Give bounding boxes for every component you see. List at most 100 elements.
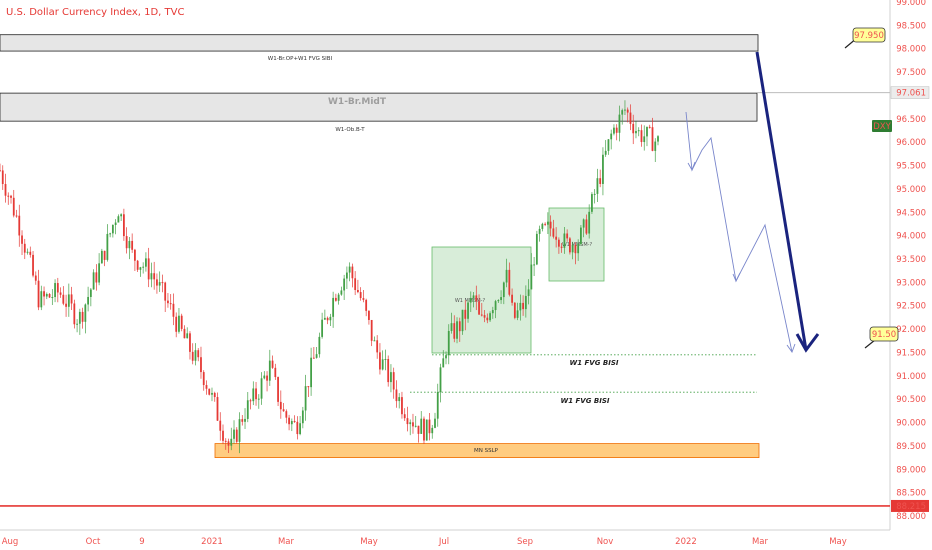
x-tick-label: Aug [2,537,19,547]
candle-body [219,420,222,431]
candle-body [274,367,277,378]
x-tick-label: Jul [438,537,449,547]
candle-body [178,315,180,332]
candle-body [213,392,216,398]
candle-body [541,223,544,229]
candle-body [403,414,406,419]
candle-body [310,357,313,388]
candle-body [555,236,558,240]
candle-body [392,372,395,390]
candle-body [266,375,268,381]
candle-body [312,357,315,359]
mmsm-box-2-label: W1 MMSM-? [562,242,593,248]
candle-body [491,310,494,314]
candle-body [354,278,357,291]
candle-body [524,295,527,310]
y-tick-label: 89.500 [896,442,926,452]
candle-body [602,154,604,184]
candle-body [434,418,436,428]
zone-3 [214,443,760,458]
y-tick-label: 89.000 [896,465,926,475]
candle-body [588,211,591,234]
candle-body [131,240,134,250]
candle-body [282,409,285,412]
candle-body [43,291,45,297]
y-tick-label: 95.500 [896,162,926,172]
candle-body [73,303,76,325]
candle-body [651,127,654,151]
candle-body [249,400,252,402]
candle-body [235,429,238,442]
candle-body [241,419,244,422]
candle-body [379,352,381,370]
candle-body [390,372,392,383]
candle-body [357,290,359,293]
zone-3-label: MN SSLP [474,448,499,454]
candle-body [365,299,368,311]
y-tick-label: 94.500 [896,208,926,218]
y-tick-label: 91.000 [896,372,926,382]
candle-body [145,258,147,267]
candle-body [1,170,4,185]
candle-body [40,291,43,308]
level-88215-tag [891,499,929,512]
candle-body [508,269,511,295]
candle-body [409,422,412,425]
candle-body [296,421,299,435]
candle-body [318,336,321,355]
x-tick-label: 2022 [675,537,697,547]
candle-body [505,269,508,283]
candle-body [48,294,51,298]
candle-body [332,297,335,317]
candle-body [122,214,125,237]
main-projection-arrowhead [795,333,820,353]
candle-body [516,310,519,318]
candle-body [304,386,307,411]
candle-body [23,243,26,253]
x-tick-label: May [360,537,378,547]
candle-body [4,184,7,196]
candle-body [384,359,387,361]
candle-body [293,421,296,423]
candle-body [205,385,208,389]
candle-body [340,290,343,295]
candle-body [522,302,524,310]
candle-body [549,221,552,229]
y-tick-label: 98.000 [896,45,926,55]
candle-body [227,441,230,446]
candle-body [10,195,12,198]
candle-body [51,297,54,299]
x-tick-label: May [829,537,847,547]
y-tick-label: 88.500 [896,489,926,499]
candle-body [147,258,150,280]
candle-body [431,427,434,434]
candle-body [337,294,340,301]
candle-body [494,301,497,311]
callout-low-label: 91.50 [872,330,896,340]
candle-body [626,109,629,113]
candle-body [260,378,263,399]
candle-body [582,219,585,228]
x-tick-label: 2021 [201,537,223,547]
candle-body [453,323,456,339]
candle-body [45,294,48,297]
candle-body [100,250,103,264]
candle-body [563,233,566,248]
projection-arrowhead-1 [687,161,696,172]
candle-body [607,139,610,151]
candle-body [480,314,483,316]
zone-1-label: W1-Br.OP+W1 FVG SIBI [268,56,333,62]
candle-body [643,136,646,143]
y-tick-label: 90.000 [896,419,926,429]
candle-body [646,126,648,137]
candle-body [34,275,37,281]
candle-body [37,280,40,308]
candle-body [59,292,62,295]
candle-body [461,309,464,332]
candle-body [191,351,194,361]
candle-body [387,359,390,383]
zone-2-label: W1-Ob.B-T [335,127,365,133]
candle-body [467,302,469,319]
